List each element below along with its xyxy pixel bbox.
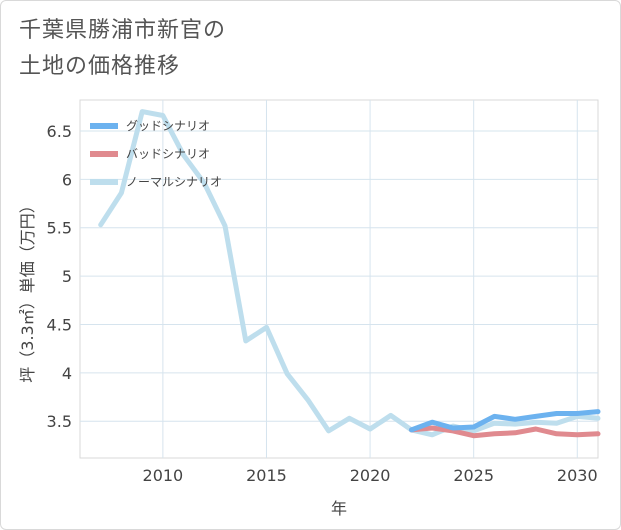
y-tick-label: 3.5: [47, 412, 72, 431]
legend-label-2[interactable]: ノーマルシナリオ: [126, 175, 222, 189]
y-axis-title: 坪（3.3㎡）単価（万円）: [18, 197, 37, 382]
y-tick-label: 5: [62, 267, 72, 286]
series-line-0: [409, 409, 601, 433]
chart-title-line2: 土地の価格推移: [19, 54, 181, 79]
chart-title-line1: 千葉県勝浦市新官の: [19, 18, 227, 43]
legend-label-1[interactable]: バッドシナリオ: [126, 147, 210, 161]
y-tick-label: 4.5: [47, 315, 72, 334]
legend-label-0[interactable]: グッドシナリオ: [126, 119, 210, 133]
x-tick-label: 2030: [557, 466, 598, 485]
x-axis-title: 年: [331, 499, 347, 518]
series-group: [98, 109, 601, 439]
y-tick-label: 4: [62, 364, 72, 383]
x-tick-label: 2020: [350, 466, 391, 485]
series-line-2: [98, 109, 601, 438]
y-tick-label: 6.5: [47, 122, 72, 141]
y-tick-label: 6: [62, 170, 72, 189]
plot-area: [79, 99, 599, 459]
series-line-1: [409, 425, 601, 439]
x-tick-label: 2015: [246, 466, 287, 485]
grid-lines: [80, 100, 598, 458]
x-tick-label: 2010: [143, 466, 184, 485]
axis-ticks: 2010 2015 2020 2025 2030 3.5 4 4.5 5 5.5 6 6.5: [47, 122, 598, 485]
chart-title: 千葉県勝浦市新官の 土地の価格推移: [19, 13, 226, 85]
y-tick-label: 5.5: [47, 219, 72, 238]
x-tick-label: 2025: [453, 466, 494, 485]
